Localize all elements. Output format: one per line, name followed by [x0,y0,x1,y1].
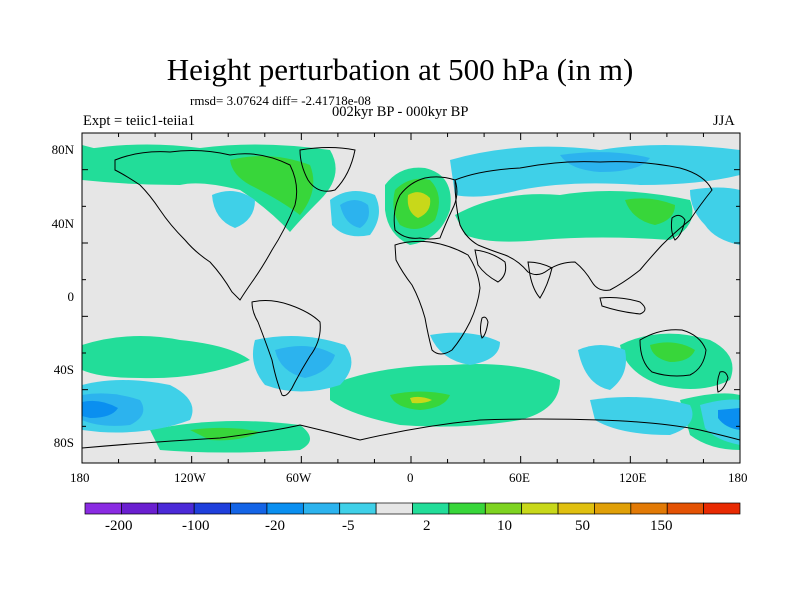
colorbar-swatch [630,502,668,515]
colorbar-label: -100 [182,518,210,534]
map-panel [82,133,740,463]
stats-label: rmsd= 3.07624 diff= -2.41718e-08 [190,93,371,108]
colorbar-swatch [521,502,559,515]
colorbar-swatch [703,502,741,515]
anomaly-indian-negative [578,345,626,390]
anomaly-atlantic-core [340,200,369,228]
anomaly-field [82,144,740,453]
colorbar-swatch [375,502,413,515]
coastline-asia [454,161,713,291]
colorbar-label: 150 [650,518,673,534]
colorbar-label: 50 [575,518,590,534]
lat-tick-label: 80S [53,435,74,450]
lon-tick-label: 120E [619,470,647,485]
coastline-antarctica [82,418,740,449]
coastline-europe [393,176,458,240]
coastline-arabia [474,249,507,283]
coastlines [82,147,740,449]
lat-tick-label: 0 [67,289,75,304]
anomaly-arctic-positive [82,145,130,169]
anomaly-sh-south-peak [82,400,118,418]
map-title: Height perturbation at 500 hPa (in m) [166,52,634,87]
period-label: 002kyr BP - 000kyr BP [332,104,469,120]
colorbar-swatch [666,502,704,515]
lon-tick-label: 120W [174,470,206,485]
lat-tick-label: 80N [51,142,74,157]
coastline-india [527,261,553,299]
colorbar-label: 2 [423,518,431,534]
coastline-indonesia [599,297,646,315]
anomaly-sh-west-positive [82,336,250,379]
coastline-south-america [251,300,321,397]
colorbar-swatch [230,502,268,515]
coastline-australia [639,329,707,377]
colorbar-swatch [302,502,341,515]
coastline-japan [670,214,686,241]
coastline-madagascar [480,316,489,339]
colorbar [84,502,741,515]
anomaly-australia-core [650,342,695,362]
lon-tick-label: 0 [407,470,414,485]
colorbar-swatch [557,502,595,515]
anomaly-patagonia-core [275,346,335,378]
season-label: JJA [713,113,735,129]
anomaly-sh-atlantic-peak [410,396,432,404]
colorbar-swatch [484,502,523,515]
anomaly-sh-pacific-core [190,427,260,441]
colorbar-swatch [157,502,195,515]
coastline-north-america [114,150,298,301]
colorbar-swatch [193,502,231,515]
colorbar-swatch [448,502,486,515]
anomaly-asia-core [625,198,675,225]
anomaly-nwna-negative [212,191,255,228]
colorbar-swatch [84,502,122,515]
coastline-greenland [299,147,356,192]
lat-tick-label: 40N [51,216,74,231]
axis-ticks [81,132,741,464]
lon-tick-label: 60E [509,470,530,485]
colorbar-swatch [594,502,632,515]
colorbar-label: -5 [342,518,355,534]
experiment-label: Expt = teiic1-teiia1 [83,113,196,129]
lon-tick-label: 180 [70,470,90,485]
colorbar-swatch [121,502,159,515]
colorbar-swatch [266,502,304,515]
anomaly-sh-far-east-negative [590,396,693,435]
lat-tick-label: 40S [53,362,74,377]
colorbar-label: -200 [105,518,133,534]
lon-tick-label: 180 [728,470,748,485]
coastline-africa [394,240,481,355]
lon-tick-label: 60W [286,470,312,485]
colorbar-label: 10 [497,518,512,534]
anomaly-europe-core [407,192,431,218]
anomaly-sh-dateline-core [718,408,740,430]
colorbar-swatch [412,502,450,515]
anomaly-sa-atlantic-negative [430,332,500,365]
colorbar-swatch [339,502,377,515]
coastline-new-zealand [716,371,729,393]
colorbar-label: -20 [265,518,285,534]
